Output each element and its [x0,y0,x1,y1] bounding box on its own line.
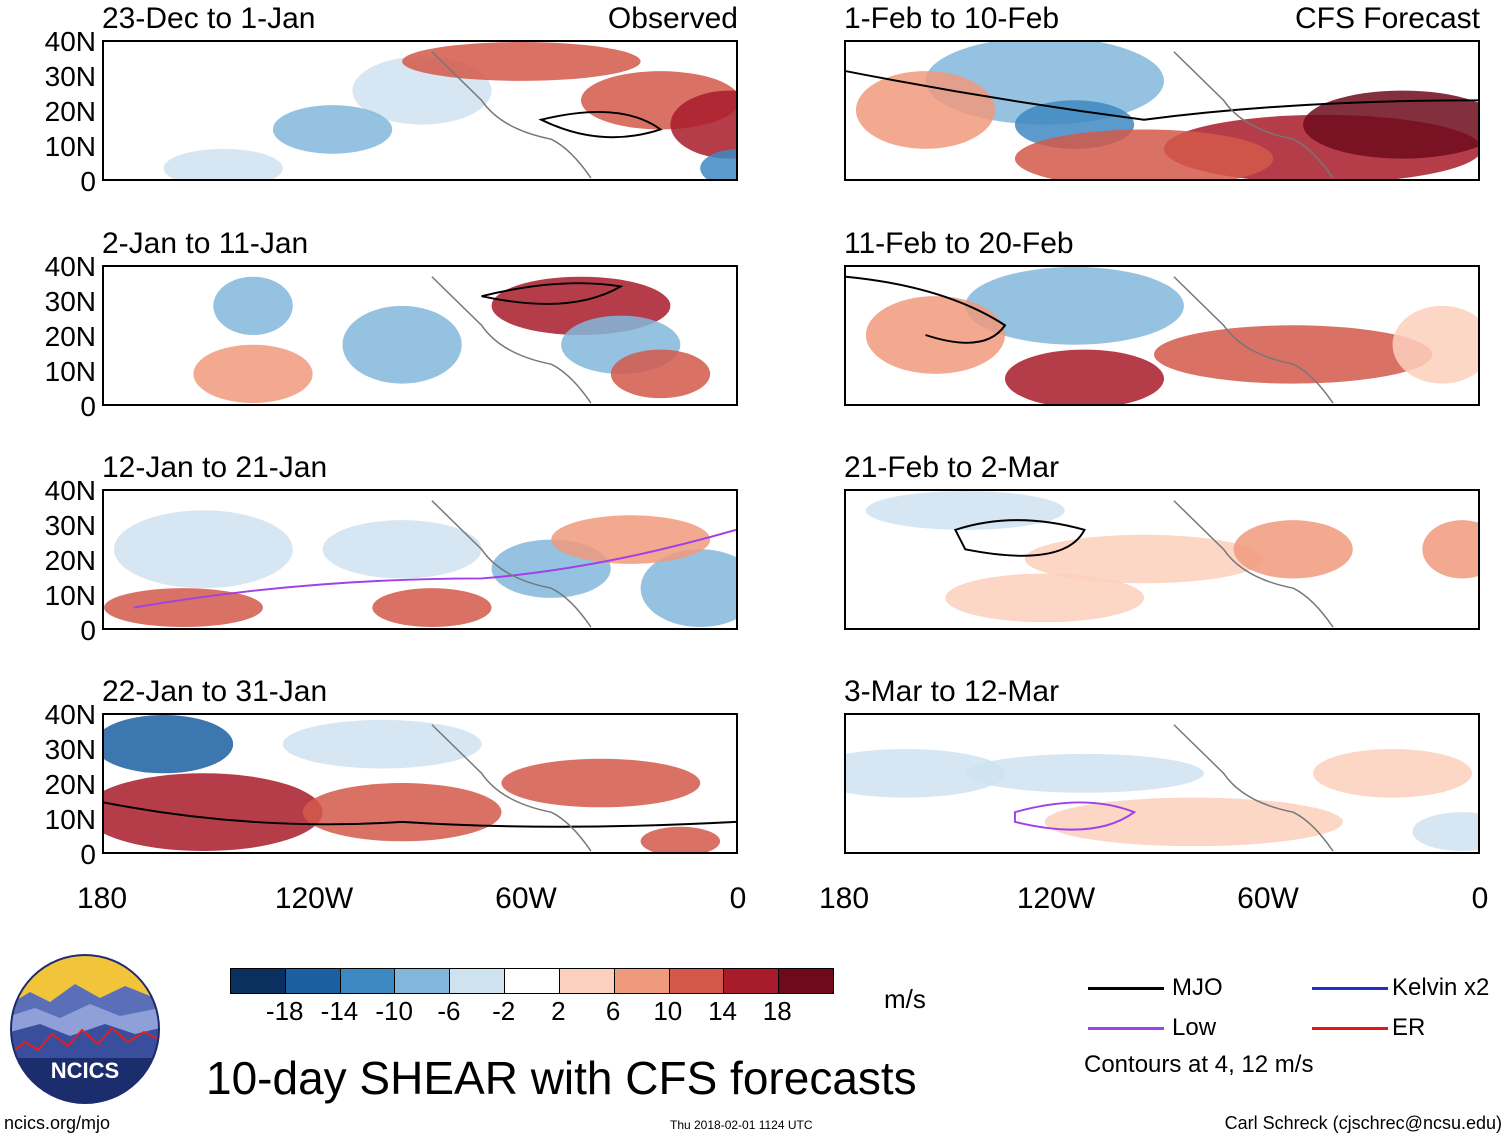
lat-label: 0 [80,615,96,646]
lat-label: 10N [44,804,96,835]
footer-website: ncics.org/mjo [4,1113,111,1133]
panel-title: 21-Feb to 2-Mar [844,451,1060,484]
legend-er-line [1312,1027,1388,1030]
lat-label: 40N [44,251,96,282]
colorbar-tick: -6 [437,996,461,1026]
map-panel [844,489,1480,630]
panel-title: 2-Jan to 11-Jan [102,227,309,260]
lat-label: 10N [44,131,96,162]
lon-label: 120W [1016,882,1096,915]
lat-label: 0 [80,166,96,197]
panel-title: 22-Jan to 31-Jan [102,675,328,708]
lat-label: 40N [44,26,96,57]
colorbar-swatch [505,969,560,993]
figure-title: 10-day SHEAR with CFS forecasts [206,1052,917,1104]
colorbar-swatch [614,969,670,993]
colorbar-units: m/s [884,984,926,1014]
colorbar-tick: -18 [265,996,304,1026]
footer-timestamp: Thu 2018-02-01 1124 UTC [670,1118,813,1132]
logo-text: NCICS [51,1058,119,1083]
lat-label: 20N [44,96,96,127]
colorbar-tick: 10 [653,996,683,1026]
panel-title: 12-Jan to 21-Jan [102,451,328,484]
lat-label: 30N [44,734,96,765]
legend-kelvin-label: Kelvin x2 [1392,974,1490,1001]
colorbar-tick: 14 [708,996,737,1026]
panel-title: 1-Feb to 10-Feb [844,2,1060,35]
colorbar-swatch [285,969,341,993]
legend-mjo-line [1088,987,1164,990]
colorbar-tick: -10 [375,996,413,1026]
lat-label: 0 [80,839,96,870]
map-panel [102,489,738,630]
lon-label: 60W [1237,882,1299,915]
lat-label: 40N [44,475,96,506]
lat-label: 20N [44,769,96,800]
colorbar-swatch [340,969,396,993]
colorbar-swatch [395,969,451,993]
map-panel [844,713,1480,854]
lon-label: 120W [274,882,354,915]
colorbar-tick: -2 [492,996,516,1026]
lat-label: 30N [44,286,96,317]
colorbar-tick: 18 [762,996,792,1026]
lat-label: 0 [80,391,96,422]
lat-label: 30N [44,61,96,92]
legend-low-label: Low [1172,1014,1217,1041]
lon-label: 0 [729,882,747,915]
panel-title: 23-Dec to 1-Jan [102,2,316,35]
lat-label: 10N [44,356,96,387]
map-panel [102,40,738,181]
panel-tag: CFS Forecast [1294,2,1480,35]
lon-label: 60W [495,882,557,915]
colorbar-tick: -14 [320,996,359,1026]
map-panel [844,265,1480,406]
colorbar-swatch [724,969,780,993]
colorbar [230,968,834,994]
lon-label: 0 [1471,882,1489,915]
map-panel [844,40,1480,181]
colorbar-swatch [450,969,506,993]
legend-mjo-label: MJO [1172,974,1223,1001]
lat-label: 40N [44,699,96,730]
legend-er-label: ER [1392,1014,1426,1041]
lat-label: 20N [44,321,96,352]
map-panel [102,265,738,406]
colorbar-swatch [779,969,833,993]
colorbar-swatch [559,969,615,993]
colorbar-swatch [231,969,286,993]
map-panel [102,713,738,854]
lat-label: 20N [44,545,96,576]
ncics-logo: NCICS [10,954,160,1104]
panel-title: 3-Mar to 12-Mar [844,675,1060,708]
colorbar-swatch [669,969,725,993]
panel-title: 11-Feb to 20-Feb [844,227,1074,260]
colorbar-tick: 2 [551,996,566,1026]
footer-author: Carl Schreck (cjschrec@ncsu.edu) [1224,1113,1502,1133]
lon-label: 180 [76,882,128,915]
lat-label: 30N [44,510,96,541]
lon-label: 180 [818,882,870,915]
colorbar-tick: 6 [605,996,621,1026]
panel-tag: Observed [607,2,738,35]
contour-note: Contours at 4, 12 m/s [1084,1051,1314,1078]
lat-label: 10N [44,580,96,611]
legend-low-line [1088,1027,1164,1030]
legend-kelvin-line [1312,987,1388,990]
